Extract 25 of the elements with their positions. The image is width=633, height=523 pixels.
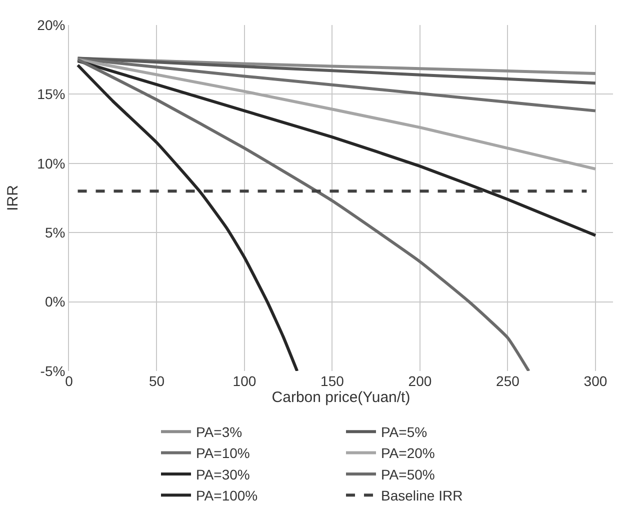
line-series xyxy=(76,58,597,170)
legend-label: PA=30% xyxy=(196,466,250,482)
legend-label: PA=50% xyxy=(381,466,435,482)
x-tick-label: 250 xyxy=(496,373,520,389)
x-tick-label: 0 xyxy=(65,373,74,389)
y-tick-label: 15% xyxy=(37,86,66,102)
y-axis-title: IRR xyxy=(4,184,22,211)
legend-label: PA=3% xyxy=(196,424,242,440)
legend-label: PA=100% xyxy=(196,488,258,504)
x-tick-label: 300 xyxy=(584,373,608,389)
legend-label: PA=10% xyxy=(196,445,250,462)
legend-label: PA=5% xyxy=(381,424,428,440)
line-series xyxy=(76,56,597,85)
y-tick-label: 20% xyxy=(37,16,66,33)
x-tick-label: 100 xyxy=(232,373,256,389)
x-tick-label: 50 xyxy=(148,373,165,389)
legend-label: PA=20% xyxy=(381,445,435,462)
x-tick-label: 200 xyxy=(408,373,432,389)
y-tick-label: 10% xyxy=(37,155,66,172)
legend-label: Baseline IRR xyxy=(381,488,463,504)
y-tick-label: 5% xyxy=(44,224,66,240)
y-tick-label: 0% xyxy=(44,294,66,310)
y-tick-label: -5% xyxy=(40,362,66,379)
x-axis-title: Carbon price(Yuan/t) xyxy=(272,389,410,406)
x-tick-label: 150 xyxy=(320,373,344,389)
